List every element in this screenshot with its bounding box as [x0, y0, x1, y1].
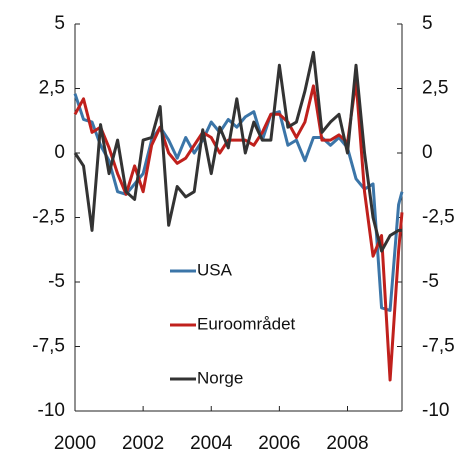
- series-line: [73, 93, 404, 312]
- x-tick-label: 2006: [258, 433, 300, 454]
- y-tick-label: 5: [54, 13, 65, 34]
- y2-tick-label: -10: [422, 400, 449, 421]
- y-tick-label: 0: [54, 142, 65, 163]
- x-tick-label: 2008: [326, 433, 368, 454]
- y-tick-label: 2,5: [39, 78, 65, 99]
- y2-tick-label: -2,5: [422, 207, 455, 228]
- x-tick-label: 2000: [54, 433, 96, 454]
- y-tick-label: -5: [48, 271, 65, 292]
- x-tick-label: 2004: [190, 433, 233, 454]
- legend-label: USA: [197, 260, 233, 279]
- y2-tick-label: 5: [422, 13, 433, 34]
- y2-tick-label: -7,5: [422, 336, 455, 357]
- y2-tick-label: -5: [422, 271, 439, 292]
- y2-tick-label: 2,5: [422, 78, 448, 99]
- y-tick-label: -7,5: [32, 336, 65, 357]
- y2-tick-label: 0: [422, 142, 433, 163]
- legend-label: Norge: [197, 368, 243, 387]
- legend-label: Euroområdet: [197, 314, 296, 333]
- series-line: [73, 50, 402, 253]
- y-tick-label: -10: [38, 400, 65, 421]
- y-tick-label: -2,5: [32, 207, 65, 228]
- x-tick-label: 2002: [122, 433, 164, 454]
